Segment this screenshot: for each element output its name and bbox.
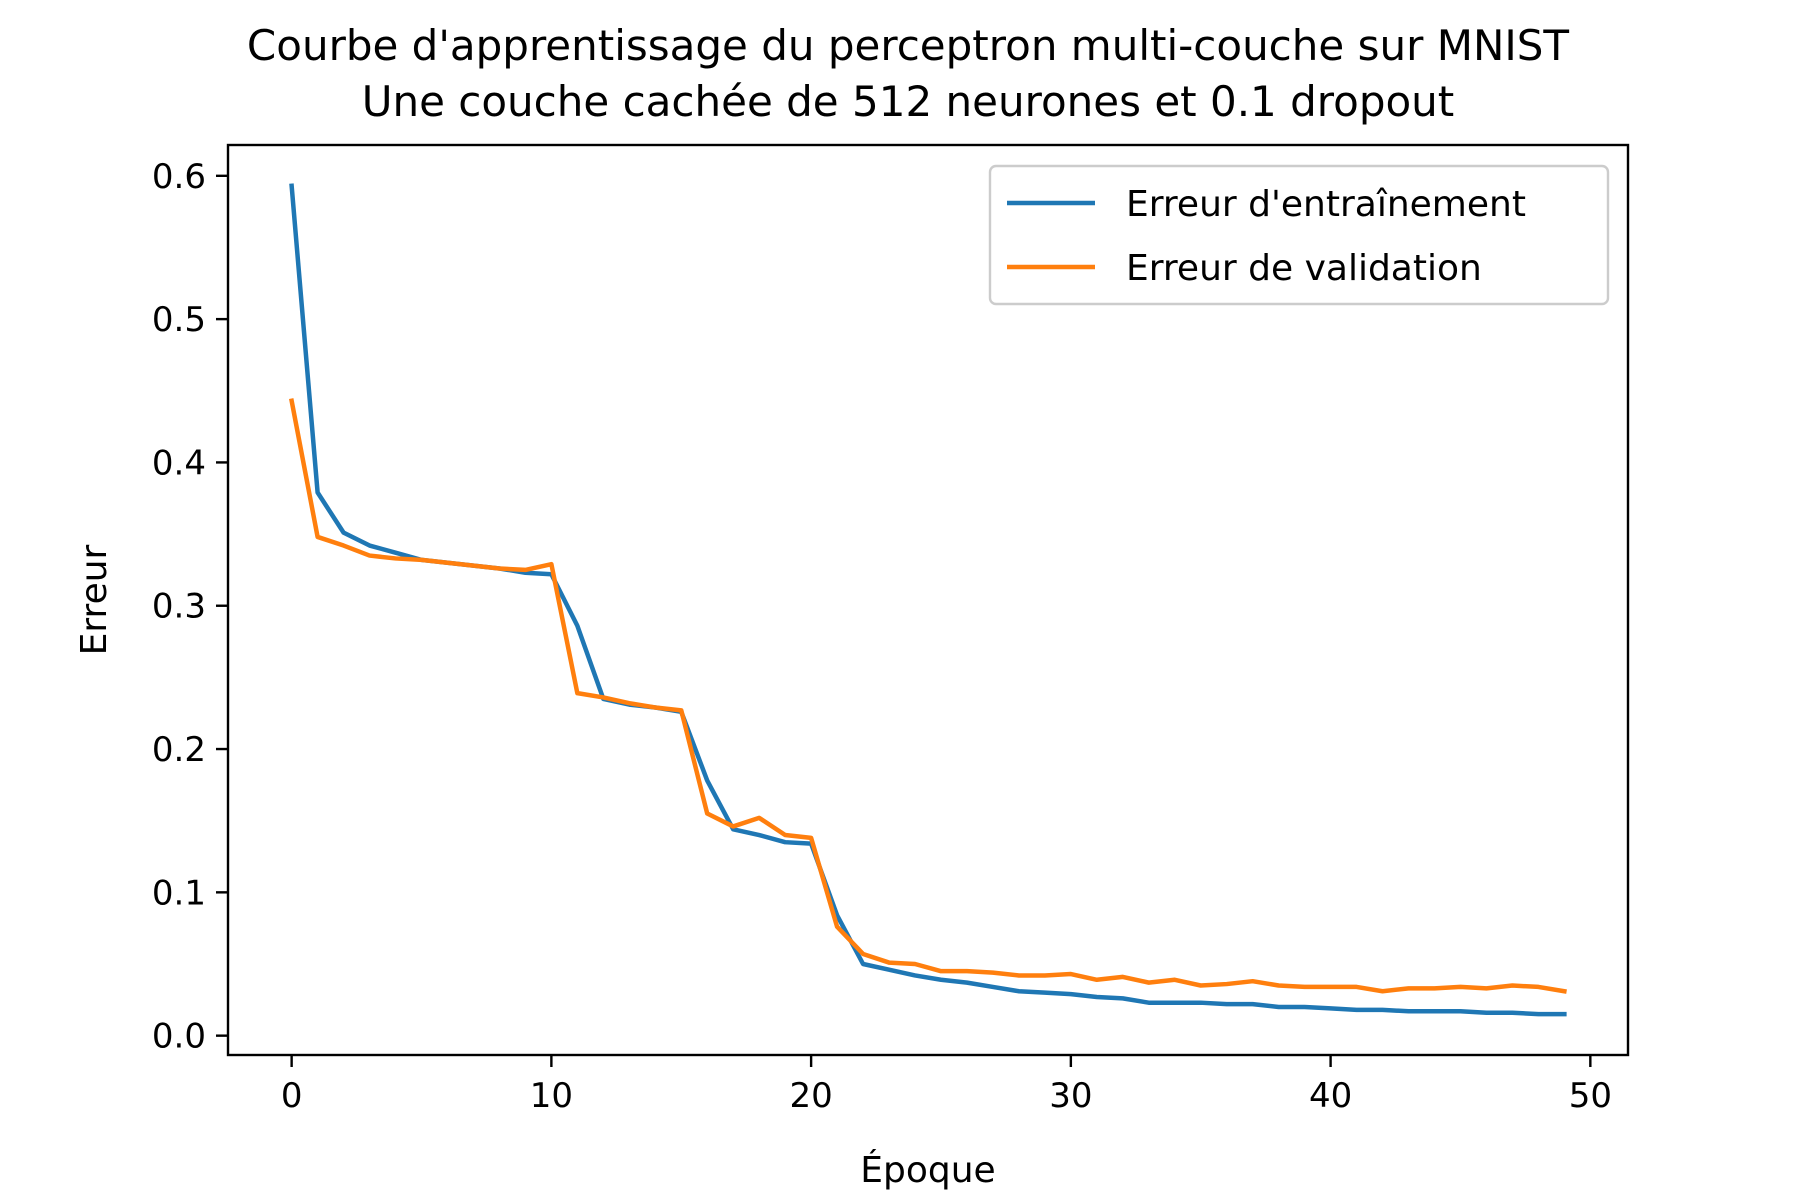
x-tick-label-50: 50 bbox=[1569, 1076, 1612, 1116]
legend-label-training: Erreur d'entraînement bbox=[1126, 184, 1526, 225]
y-tick-label-0.3: 0.3 bbox=[152, 587, 206, 627]
x-tick-label-0: 0 bbox=[281, 1076, 303, 1116]
y-tick-label-0.6: 0.6 bbox=[152, 157, 206, 197]
series-line-training bbox=[289, 183, 1567, 1017]
y-tick-label-0.2: 0.2 bbox=[152, 730, 206, 770]
chart-title: Courbe d'apprentissage du perceptron mul… bbox=[247, 21, 1569, 70]
y-axis-label: Erreur bbox=[74, 544, 115, 655]
x-tick-label-40: 40 bbox=[1309, 1076, 1352, 1116]
chart-subtitle: Une couche cachée de 512 neurones et 0.1… bbox=[362, 77, 1455, 126]
legend-label-validation: Erreur de validation bbox=[1126, 248, 1482, 289]
series-lines bbox=[289, 183, 1567, 1017]
y-tick-label-0.1: 0.1 bbox=[152, 873, 206, 913]
x-tick-label-20: 20 bbox=[789, 1076, 832, 1116]
legend-box bbox=[988, 164, 1610, 306]
series-line-validation bbox=[289, 398, 1567, 994]
y-tick-label-0.4: 0.4 bbox=[152, 443, 206, 483]
x-tick-label-10: 10 bbox=[530, 1076, 573, 1116]
plot-area: 0 10 20 30 40 50 0.0 0.1 0.2 0.3 0.4 0.5 0.6 bbox=[152, 143, 1630, 1116]
axis-ticks: 0 10 20 30 40 50 0.0 0.1 0.2 0.3 0.4 0.5 0.6 bbox=[152, 157, 1612, 1116]
x-axis-label: Époque bbox=[860, 1149, 995, 1191]
x-tick-label-30: 30 bbox=[1049, 1076, 1092, 1116]
y-tick-label-0.0: 0.0 bbox=[152, 1017, 206, 1057]
plot-frame bbox=[226, 143, 1630, 1057]
y-tick-label-0.5: 0.5 bbox=[152, 300, 206, 340]
legend: Erreur d'entraînement Erreur de validati… bbox=[988, 164, 1610, 306]
